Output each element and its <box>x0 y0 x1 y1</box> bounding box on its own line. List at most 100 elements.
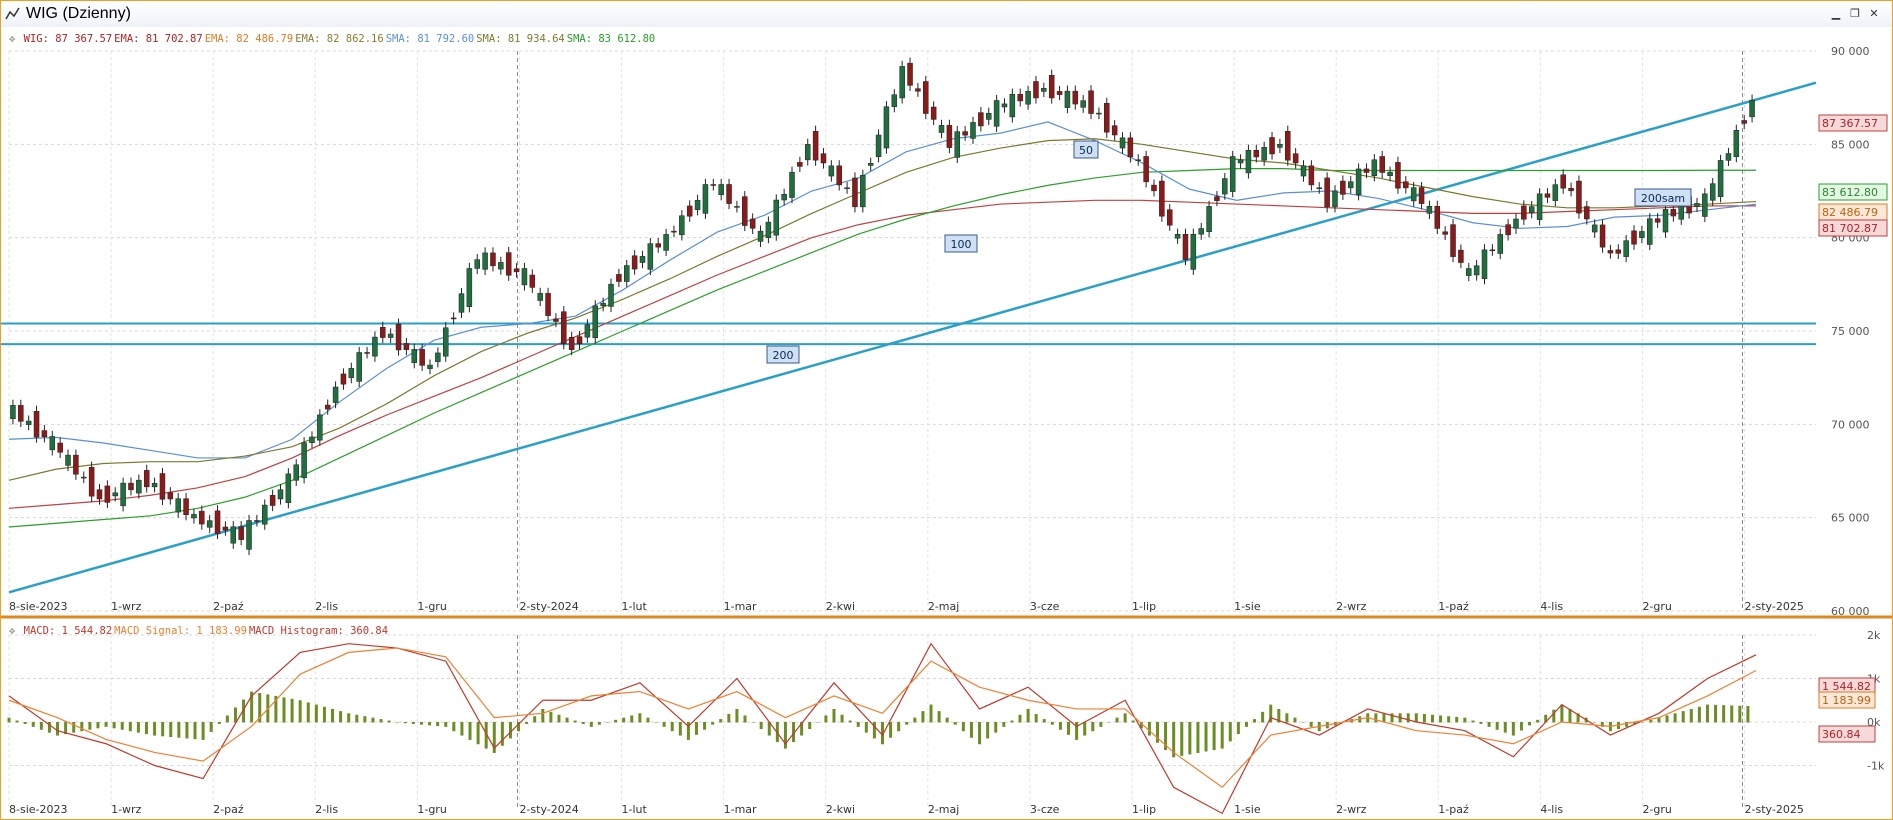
main-legend-item: SMA: 81 934.64 <box>476 33 565 45</box>
macd-histogram-bar <box>694 722 698 735</box>
macd-histogram-bar <box>153 722 157 736</box>
macd-histogram-bar <box>112 722 116 729</box>
macd-histogram-bar <box>387 720 391 723</box>
macd-histogram-bar <box>767 722 771 736</box>
candle-body <box>143 470 150 488</box>
candle-body <box>1214 196 1220 201</box>
macd-histogram-bar <box>1471 720 1475 723</box>
last-value-label: 360.84 <box>1822 728 1861 741</box>
macd-histogram-bar <box>1439 715 1443 723</box>
x-tick-label: 1-lut <box>622 600 648 613</box>
candle-body <box>1300 165 1307 177</box>
candle-body <box>1198 228 1204 235</box>
candle-body <box>474 259 480 269</box>
macd-histogram-bar <box>80 722 84 732</box>
candle-body <box>1473 265 1480 276</box>
candle-body <box>812 131 819 161</box>
candle-body <box>875 134 882 158</box>
macd-histogram-bar <box>460 722 464 736</box>
candle-body <box>671 230 677 233</box>
x-tick-label: 8-sie-2023 <box>9 600 68 613</box>
move-handle-icon[interactable]: ✥ <box>9 625 16 637</box>
candle-body <box>246 520 252 550</box>
macd-histogram-bar <box>444 722 448 727</box>
macd-histogram-bar <box>614 719 618 723</box>
macd-histogram-bar <box>104 722 108 727</box>
trend-line <box>8 81 1817 594</box>
candle-body <box>1151 184 1157 192</box>
candle-body <box>1426 205 1433 214</box>
macd-histogram-bar <box>913 717 917 723</box>
candle-body <box>1048 75 1055 99</box>
candle-body <box>57 442 63 453</box>
macd-histogram-bar <box>646 717 650 723</box>
macd-histogram-bar <box>1083 722 1087 736</box>
macd-histogram-bar <box>47 722 51 733</box>
candle-body <box>206 520 213 528</box>
macd-histogram-bar <box>961 722 965 732</box>
candle-body <box>923 81 929 114</box>
macd-histogram-bar <box>355 714 359 723</box>
macd-histogram-bar <box>1010 720 1014 723</box>
macd-histogram-bar <box>1277 708 1281 723</box>
macd-histogram-bar <box>120 722 124 730</box>
macd-histogram-bar <box>1560 704 1564 723</box>
macd-legend-item: MACD Signal: 1 183.99 <box>114 625 247 637</box>
candle-body <box>1143 156 1149 183</box>
candle-body <box>915 88 921 92</box>
macd-histogram-bar <box>217 722 221 724</box>
candle-body <box>1001 103 1008 108</box>
candle-body <box>623 265 630 282</box>
candle-body <box>112 492 118 497</box>
restore-icon[interactable]: ❐ <box>1850 7 1860 20</box>
macd-line <box>8 642 1757 815</box>
macd-histogram-bar <box>371 717 375 723</box>
macd-histogram-bar <box>1180 722 1184 756</box>
macd-histogram-bar <box>1067 722 1071 735</box>
ma-tag <box>766 345 800 364</box>
x-tick-label: 2-lis <box>315 600 338 613</box>
candle-body <box>1631 230 1637 245</box>
macd-histogram-bar <box>1544 714 1548 723</box>
candle-body <box>435 352 441 363</box>
move-handle-icon[interactable]: ✥ <box>9 33 16 45</box>
candle-body <box>1222 178 1228 195</box>
candle-body <box>679 215 685 236</box>
candle-body <box>348 368 355 378</box>
macd-histogram-bar <box>1139 722 1143 729</box>
candle-body <box>1654 218 1661 223</box>
macd-histogram-bar <box>541 708 545 723</box>
macd-histogram-bar <box>1455 716 1459 723</box>
macd-histogram-bar <box>840 714 844 723</box>
macd-histogram-bar <box>751 722 755 723</box>
candle-body <box>1096 112 1102 115</box>
candle-body <box>1418 187 1425 204</box>
candle-body <box>238 526 244 540</box>
candle-body <box>1308 165 1315 186</box>
candle-body <box>1528 206 1535 214</box>
candle-body <box>891 94 898 107</box>
y-tick-label: 75 000 <box>1831 325 1870 338</box>
candle-body <box>1615 249 1622 254</box>
candle-body <box>1261 147 1267 161</box>
candle-body <box>1064 90 1071 108</box>
minimize-icon[interactable]: ▁ <box>1831 7 1841 20</box>
macd-histogram-bar <box>921 711 925 723</box>
macd-histogram-bar <box>1479 722 1483 724</box>
macd-histogram-bar <box>169 722 173 737</box>
candle-body <box>1355 168 1362 195</box>
candle-body <box>686 205 693 217</box>
x-tick-label: 3-cze <box>1030 600 1060 613</box>
macd-histogram-bar <box>856 722 860 727</box>
x-tick-label: 1-wrz <box>111 600 141 613</box>
candle-body <box>1678 206 1684 220</box>
macd-histogram-bar <box>905 722 909 725</box>
candle-body <box>513 268 520 273</box>
x-tick-label: 2-wrz <box>1336 803 1366 816</box>
candle-body <box>773 199 780 236</box>
macd-histogram-bar <box>1722 705 1726 723</box>
candle-body <box>324 404 331 410</box>
macd-histogram-bar <box>1228 722 1232 742</box>
close-icon[interactable]: ✕ <box>1869 7 1879 20</box>
